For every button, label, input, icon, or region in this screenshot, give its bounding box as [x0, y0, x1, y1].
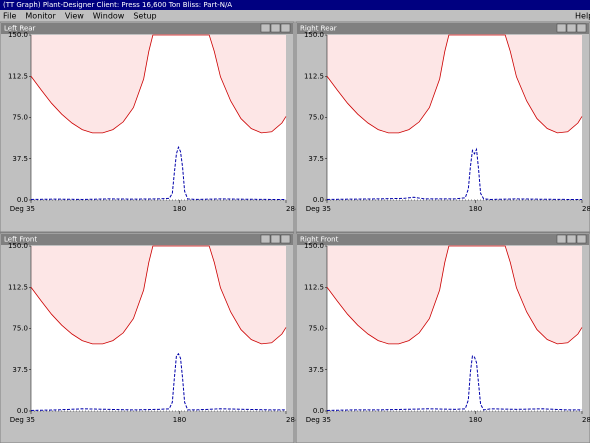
x-tick-label: Deg 35	[10, 416, 35, 424]
signal-line	[326, 147, 582, 200]
panel-title: Right Rear	[300, 25, 337, 33]
maximize-button[interactable]	[566, 23, 577, 33]
panel-title: Left Front	[4, 236, 37, 244]
y-tick-label: 112.5	[304, 72, 324, 80]
panel-title-bar	[297, 234, 589, 245]
limit-line	[326, 245, 583, 345]
maximize-button[interactable]	[566, 234, 577, 244]
y-tick-label: 37.5	[308, 366, 324, 374]
y-tick-label: 0.0	[313, 407, 324, 415]
panel-title: Left Rear	[4, 25, 36, 33]
app-title: (TT Graph) Plant-Designer Client: Press …	[3, 1, 232, 9]
y-tick-label: 150.0	[304, 242, 324, 250]
y-tick-label: 75.0	[308, 114, 324, 122]
menu-help[interactable]: Help	[575, 12, 590, 21]
close-button[interactable]	[576, 234, 587, 244]
x-tick-label: Deg 35	[306, 416, 331, 424]
panel-title: Right Front	[300, 236, 339, 244]
menu-item[interactable]: Setup	[133, 12, 156, 21]
app-title-bar	[0, 0, 590, 10]
menu-item[interactable]: Monitor	[25, 12, 56, 21]
limit-shade	[327, 246, 582, 344]
y-tick-label: 75.0	[308, 325, 324, 333]
menu-item[interactable]: View	[65, 12, 84, 21]
panel-title-bar	[1, 23, 293, 34]
x-tick-label: 284	[286, 416, 300, 424]
maximize-button[interactable]	[270, 234, 281, 244]
panel-title-bar	[297, 23, 589, 34]
minimize-button[interactable]	[260, 23, 271, 33]
signal-line	[30, 352, 286, 411]
maximize-button[interactable]	[270, 23, 281, 33]
signal-line	[326, 355, 582, 411]
y-tick-label: 112.5	[304, 283, 324, 291]
y-tick-label: 0.0	[17, 196, 28, 204]
x-tick-label: 284	[582, 205, 590, 213]
minimize-button[interactable]	[260, 234, 271, 244]
close-button[interactable]	[280, 234, 291, 244]
x-tick-label: 180	[469, 205, 482, 213]
minimize-button[interactable]	[556, 23, 567, 33]
y-tick-label: 37.5	[12, 155, 28, 163]
y-tick-label: 150.0	[304, 31, 324, 39]
y-tick-label: 0.0	[17, 407, 28, 415]
menu-bar	[0, 10, 590, 22]
y-tick-label: 75.0	[12, 114, 28, 122]
y-tick-label: 37.5	[12, 366, 28, 374]
y-tick-label: 150.0	[8, 31, 28, 39]
limit-line	[326, 34, 583, 134]
close-button[interactable]	[576, 23, 587, 33]
x-tick-label: 180	[173, 416, 186, 424]
x-tick-label: 180	[469, 416, 482, 424]
menu: File Monitor View Window Setup	[3, 12, 157, 21]
panel-title-bar	[1, 234, 293, 245]
limit-line	[30, 34, 287, 134]
x-tick-label: Deg 35	[10, 205, 35, 213]
y-tick-label: 0.0	[313, 196, 324, 204]
x-tick-label: Deg 35	[306, 205, 331, 213]
close-button[interactable]	[280, 23, 291, 33]
limit-shade	[31, 246, 286, 344]
y-tick-label: 112.5	[8, 72, 28, 80]
menu-item[interactable]: Window	[93, 12, 125, 21]
minimize-button[interactable]	[556, 234, 567, 244]
y-tick-label: 112.5	[8, 283, 28, 291]
y-tick-label: 150.0	[8, 242, 28, 250]
limit-shade	[31, 35, 286, 133]
signal-line	[30, 145, 286, 200]
x-tick-label: 284	[582, 416, 590, 424]
y-tick-label: 37.5	[308, 155, 324, 163]
limit-shade	[327, 35, 582, 133]
x-tick-label: 284	[286, 205, 300, 213]
y-tick-label: 75.0	[12, 325, 28, 333]
limit-line	[30, 245, 287, 345]
menu-item[interactable]: File	[3, 12, 16, 21]
x-tick-label: 180	[173, 205, 186, 213]
